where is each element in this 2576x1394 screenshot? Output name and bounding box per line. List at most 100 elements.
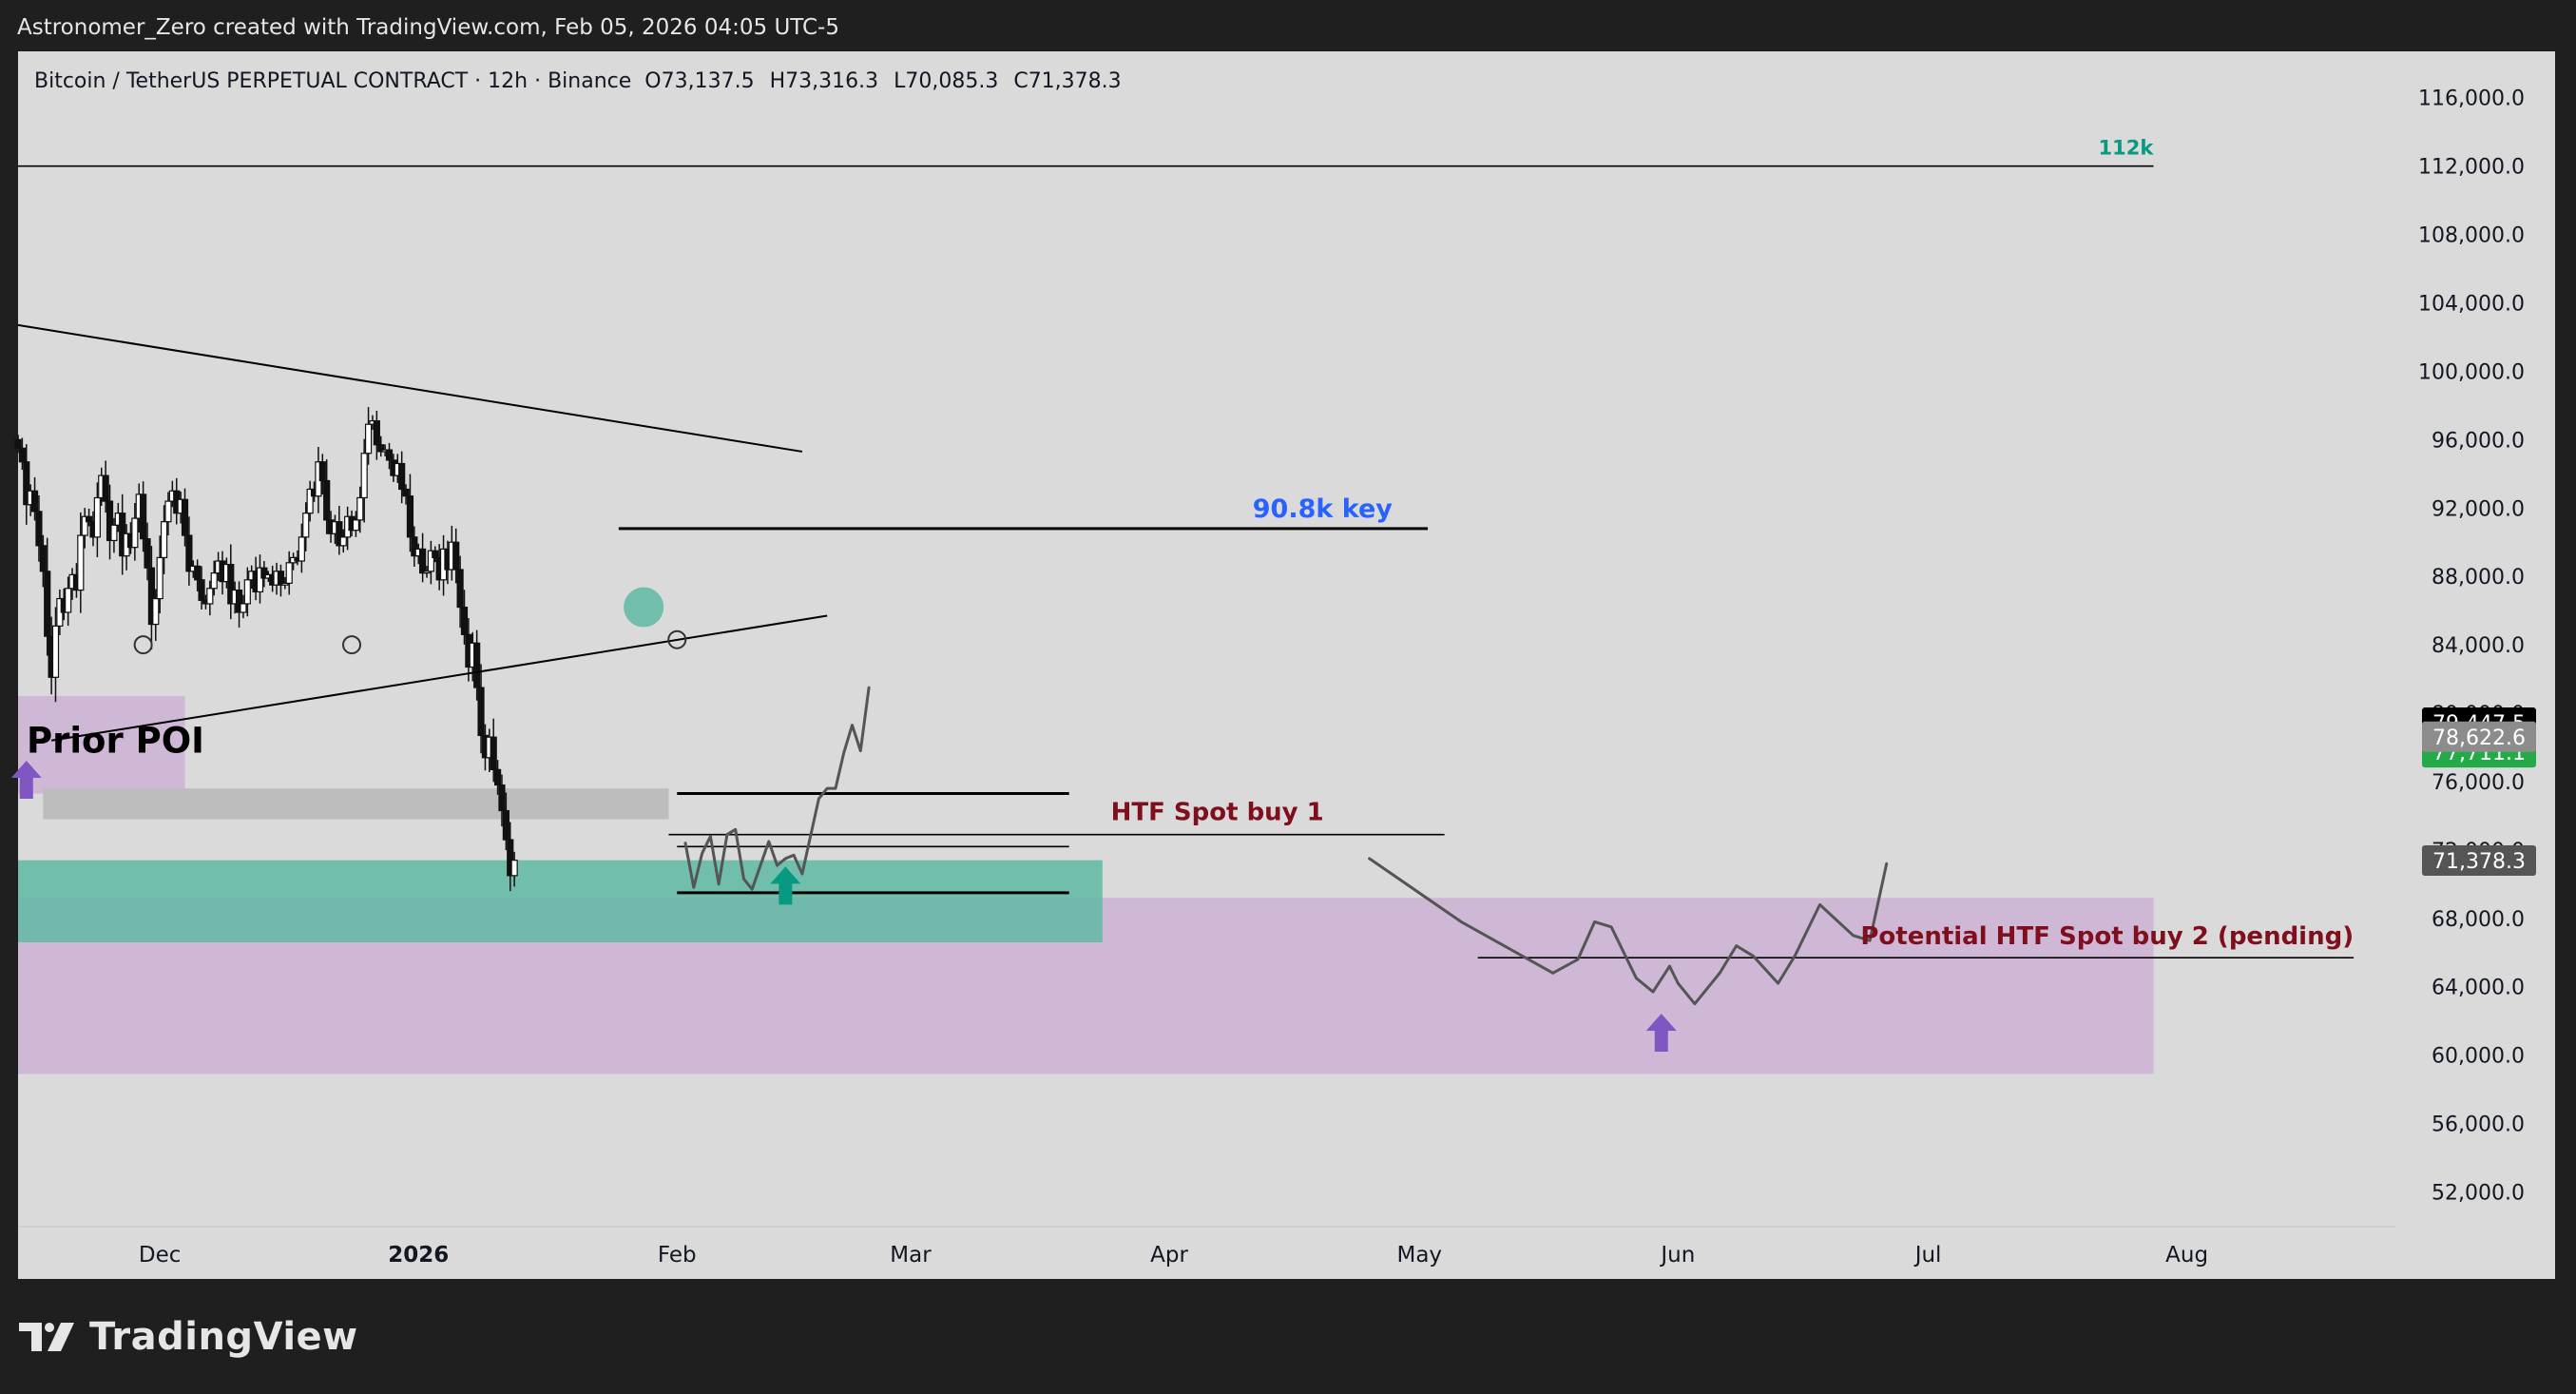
price-badge[interactable]: 78,622.6 xyxy=(2422,721,2536,752)
candle xyxy=(385,442,394,470)
y-tick-label: 76,000.0 xyxy=(2432,771,2525,795)
zone-teal[interactable] xyxy=(18,860,1103,942)
candle-body xyxy=(452,541,460,571)
annotation-label[interactable]: 112k xyxy=(2099,137,2155,160)
candle xyxy=(285,551,293,595)
candle-body xyxy=(281,582,289,586)
candle-body xyxy=(298,536,305,562)
annotation-label[interactable]: Prior POI xyxy=(27,720,204,761)
candle-body xyxy=(14,438,22,449)
x-tick-label: Apr xyxy=(1150,1243,1188,1268)
candle-body xyxy=(243,579,251,605)
y-tick-label: 112,000.0 xyxy=(2418,156,2525,180)
candle xyxy=(507,822,514,892)
candle xyxy=(30,476,39,521)
circle-marker-icon[interactable] xyxy=(133,635,153,655)
candle xyxy=(152,589,160,642)
candle-body xyxy=(85,515,93,523)
candle xyxy=(140,481,147,552)
candle-body xyxy=(411,536,418,557)
candle-body xyxy=(339,536,347,547)
candle-body xyxy=(156,556,163,600)
candle xyxy=(164,492,172,536)
arrow-up-icon[interactable] xyxy=(1645,1014,1677,1053)
candle xyxy=(102,460,109,513)
arrow-up-icon[interactable] xyxy=(770,866,801,905)
plot-area xyxy=(18,51,2555,1279)
candle-body xyxy=(160,521,168,559)
candle xyxy=(336,505,343,555)
zone-grey[interactable] xyxy=(43,788,669,820)
y-tick-label: 64,000.0 xyxy=(2432,977,2525,1000)
tradingview-brand: TradingView xyxy=(89,1315,358,1359)
price-badge[interactable]: 71,378.3 xyxy=(2422,845,2536,877)
candle xyxy=(373,410,380,460)
candle-body xyxy=(110,524,118,542)
price-badge-bg xyxy=(2422,721,2536,752)
ohlc-high: H73,316.3 xyxy=(770,69,879,93)
x-tick-label: 2026 xyxy=(388,1243,449,1268)
annotation-label[interactable]: Potential HTF Spot buy 2 (pending) xyxy=(1860,922,2354,951)
chart-attribution: Astronomer_Zero created with TradingView… xyxy=(17,15,839,40)
arrow-up-icon[interactable] xyxy=(10,760,42,799)
candle xyxy=(44,537,51,656)
y-tick-label: 108,000.0 xyxy=(2418,224,2525,248)
candle-body xyxy=(240,603,247,613)
candle xyxy=(493,760,502,795)
candle-body xyxy=(81,515,88,536)
tradingview-logo[interactable]: TradingView xyxy=(19,1310,358,1364)
y-tick-label: 88,000.0 xyxy=(2432,566,2525,590)
candle xyxy=(147,546,156,649)
annotation-label[interactable]: 90.8k key xyxy=(1253,494,1394,524)
zone-prior-poi[interactable] xyxy=(18,696,185,794)
candle xyxy=(198,566,205,610)
candle xyxy=(427,540,434,585)
y-tick-label: 96,000.0 xyxy=(2432,429,2525,453)
candle xyxy=(210,560,218,596)
price-axis[interactable] xyxy=(2395,51,2555,1279)
candle xyxy=(352,511,360,537)
ohlc-low: L70,085.3 xyxy=(894,69,998,93)
candle-body xyxy=(51,625,60,678)
candle-body xyxy=(373,419,380,446)
y-tick-label: 116,000.0 xyxy=(2418,87,2525,111)
candle-body xyxy=(77,534,85,591)
candle-body xyxy=(336,521,343,547)
candle xyxy=(181,488,189,547)
tradingview-logo-icon xyxy=(19,1323,74,1351)
candle xyxy=(240,594,247,619)
circle-marker-icon[interactable] xyxy=(342,635,362,655)
annotation-label[interactable]: HTF Spot buy 1 xyxy=(1111,799,1324,827)
candle xyxy=(260,560,268,588)
candle xyxy=(18,437,26,471)
candle xyxy=(156,535,163,613)
candle-body xyxy=(194,565,202,581)
candle xyxy=(194,559,202,591)
candle xyxy=(93,482,101,558)
candle xyxy=(502,792,509,851)
projection-path-2[interactable] xyxy=(1368,857,1889,1006)
candle xyxy=(23,444,30,525)
candle-body xyxy=(65,588,72,613)
candle-body xyxy=(147,567,156,626)
candle xyxy=(281,576,289,590)
circle-marker-icon[interactable] xyxy=(667,629,687,649)
candle-body xyxy=(493,768,502,786)
trendline-1[interactable] xyxy=(17,323,803,453)
filled-circle-marker-icon[interactable] xyxy=(624,587,664,628)
candle-body xyxy=(356,496,364,521)
candle-body xyxy=(360,453,368,499)
candle xyxy=(406,474,414,552)
trendline-2[interactable] xyxy=(50,614,828,742)
candle xyxy=(14,435,22,454)
candle xyxy=(306,480,314,522)
candle-body xyxy=(302,513,310,538)
candle xyxy=(402,484,410,505)
projection-path-1[interactable] xyxy=(683,686,871,891)
candle-body xyxy=(23,461,30,506)
candle-body xyxy=(164,500,172,523)
price-badge-label: 71,378.3 xyxy=(2432,850,2526,874)
candle xyxy=(456,555,464,629)
candle xyxy=(490,718,497,783)
